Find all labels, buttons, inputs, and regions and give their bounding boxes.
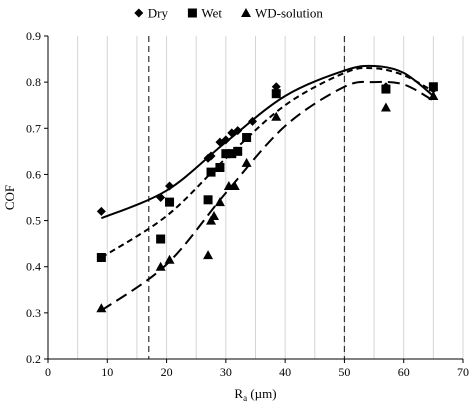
legend-marker-dry: [134, 8, 144, 18]
data-point-wd-solution: [214, 197, 225, 207]
data-point-wet: [206, 167, 216, 177]
y-tick-label: 0.9: [26, 29, 41, 43]
data-point-wet: [215, 163, 225, 173]
legend-label-wd-solution: WD-solution: [255, 6, 323, 21]
x-tick-label: 70: [457, 365, 469, 379]
y-tick-label: 0.8: [26, 75, 41, 89]
legend-marker-wd-solution: [241, 8, 251, 17]
data-points: [96, 82, 439, 313]
data-point-dry: [271, 82, 281, 92]
data-point-dry: [221, 135, 231, 145]
y-axis-title: COF: [2, 185, 17, 210]
data-point-wet: [221, 149, 231, 159]
data-point-wd-solution: [96, 303, 107, 313]
x-tick-label: 20: [161, 365, 173, 379]
y-tick-label: 0.7: [26, 121, 41, 135]
x-tick-label: 10: [101, 365, 113, 379]
data-point-wet: [271, 89, 281, 99]
data-point-wd-solution: [206, 215, 217, 225]
data-point-wd-solution: [428, 90, 439, 100]
data-point-dry: [96, 206, 106, 216]
axes: 0 10 20 30 40 50 60 70 0.2 0.3 0.4 0.5 0.6 0.7 0.8 0.9 R…: [2, 29, 469, 403]
data-point-wd-solution: [155, 261, 166, 271]
x-tick-label: 0: [45, 365, 51, 379]
y-tick-label: 0.2: [26, 352, 41, 366]
x-tick-label: 40: [279, 365, 291, 379]
reference-lines: [148, 36, 346, 359]
fit-curve-wd-solution: [100, 80, 434, 312]
data-point-wd-solution: [241, 157, 252, 167]
data-point-wet: [203, 195, 213, 205]
data-point-wet: [233, 146, 243, 156]
data-point-dry: [156, 193, 166, 202]
data-point-wd-solution: [229, 180, 240, 190]
legend-label-wet: Wet: [201, 6, 222, 21]
data-point-wd-solution: [203, 250, 214, 260]
fit-curve-wet: [100, 66, 434, 259]
data-point-wet: [242, 133, 252, 143]
data-point-wet: [156, 234, 166, 244]
data-point-wet: [428, 82, 438, 92]
data-point-wd-solution: [380, 102, 391, 112]
data-point-wd-solution: [209, 210, 219, 220]
y-tick-label: 0.6: [26, 167, 41, 181]
data-point-wd-solution: [164, 254, 175, 264]
data-point-dry: [248, 116, 258, 126]
data-point-dry: [233, 126, 243, 136]
x-tick-label: 30: [220, 365, 232, 379]
x-axis-title: Ra (µm): [234, 386, 276, 403]
legend-marker-wet: [187, 8, 197, 18]
data-point-wet: [96, 252, 106, 262]
y-tick-label: 0.5: [26, 214, 41, 228]
data-point-dry: [165, 181, 175, 191]
x-tick-label: 50: [338, 365, 350, 379]
data-point-wet: [227, 149, 237, 159]
fit-curves: [100, 64, 434, 312]
legend: Dry Wet WD-solution: [134, 6, 323, 21]
y-tick-label: 0.3: [26, 306, 41, 320]
grid-layer: [77, 36, 464, 359]
data-point-wet: [381, 84, 391, 94]
legend-label-dry: Dry: [148, 6, 169, 21]
data-point-wet: [165, 197, 175, 207]
y-tick-label: 0.4: [26, 260, 41, 274]
x-tick-label: 60: [398, 365, 410, 379]
data-point-dry: [206, 151, 216, 161]
data-point-wd-solution: [271, 111, 282, 121]
